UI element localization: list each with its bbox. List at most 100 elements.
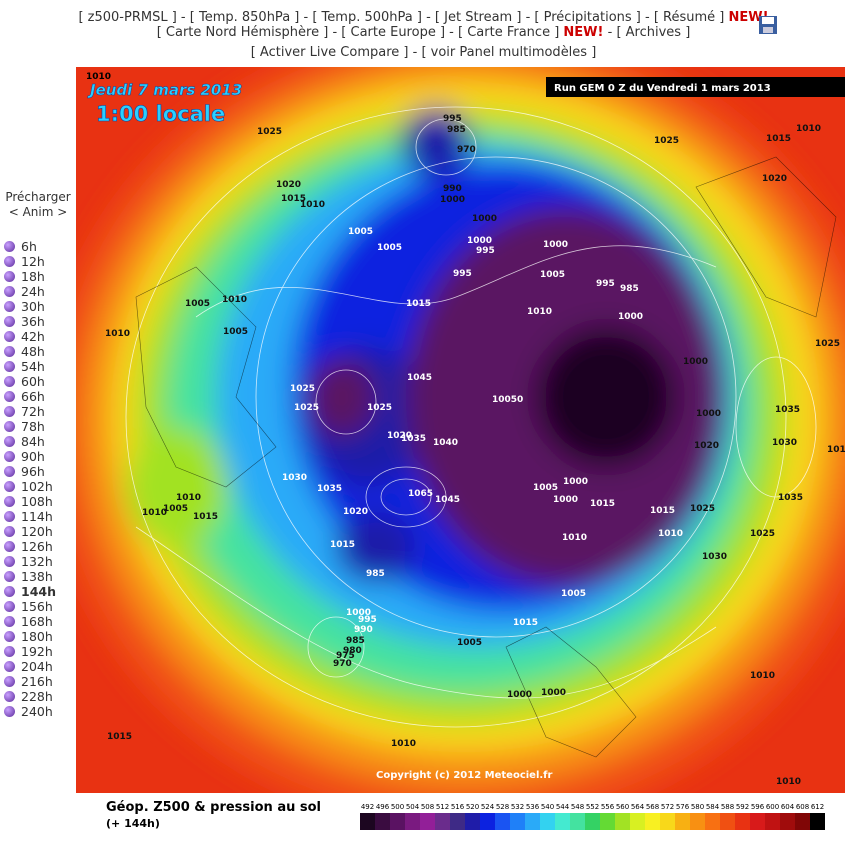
step-label: 60h [21, 374, 45, 389]
step[interactable]: 192h [0, 644, 76, 659]
anim[interactable]: < Anim > [8, 205, 68, 219]
nav-link[interactable]: [ Résumé ] [653, 10, 725, 25]
pressure-label: 1000 [507, 690, 532, 700]
step[interactable]: 90h [0, 449, 76, 464]
map-time: 1:00 locale [96, 102, 225, 126]
step[interactable]: 156h [0, 599, 76, 614]
step[interactable]: 66h [0, 389, 76, 404]
step[interactable]: 48h [0, 344, 76, 359]
step[interactable]: 144h [0, 584, 76, 599]
pressure-label: 1020 [762, 174, 787, 184]
step[interactable]: 84h [0, 434, 76, 449]
preload: Précharger [5, 190, 71, 204]
step[interactable]: 12h [0, 254, 76, 269]
step-label: 120h [21, 524, 53, 539]
step-label: 204h [21, 659, 53, 674]
color-swatch [360, 813, 375, 830]
step[interactable]: 42h [0, 329, 76, 344]
nav-link[interactable]: [ voir Panel multimodèles ] [421, 45, 597, 60]
pressure-label: 995 [476, 246, 495, 256]
scale-label: 600 [766, 803, 779, 811]
step[interactable]: 54h [0, 359, 76, 374]
step[interactable]: 102h [0, 479, 76, 494]
step[interactable]: 72h [0, 404, 76, 419]
save-icon[interactable] [758, 15, 778, 35]
step[interactable]: 114h [0, 509, 76, 524]
step[interactable]: 30h [0, 299, 76, 314]
pressure-label: 1000 [683, 357, 708, 367]
step-bullet [4, 421, 15, 432]
step-bullet [4, 331, 15, 342]
step[interactable]: 60h [0, 374, 76, 389]
color-swatch [465, 813, 480, 830]
step-label: 138h [21, 569, 53, 584]
scale-label: 564 [631, 803, 645, 811]
step-bullet [4, 346, 15, 357]
step[interactable]: 138h [0, 569, 76, 584]
step[interactable]: 24h [0, 284, 76, 299]
pressure-label: 1025 [367, 403, 392, 413]
step[interactable]: 204h [0, 659, 76, 674]
step[interactable]: 132h [0, 554, 76, 569]
step[interactable]: 108h [0, 494, 76, 509]
nav-link[interactable]: [ Temp. 500hPa ] [312, 10, 422, 25]
sidebar: Précharger < Anim > 6h 12h 18h 24h 30h 36h 42h… [0, 190, 76, 719]
pressure-label: 1005 [185, 299, 210, 309]
pressure-label: 1010 [176, 493, 201, 503]
pressure-label: 970 [333, 659, 352, 669]
step[interactable]: 36h [0, 314, 76, 329]
pressure-label: 1015 [650, 506, 675, 516]
color-swatch [795, 813, 810, 830]
nav-link[interactable]: [ Carte France ] [458, 25, 560, 40]
pressure-label: 1020 [694, 441, 719, 451]
step[interactable]: 228h [0, 689, 76, 704]
step-bullet [4, 691, 15, 702]
scale-label: 588 [721, 803, 734, 811]
pressure-label: 1000 [696, 409, 721, 419]
nav-link[interactable]: [ Archives ] [616, 25, 691, 40]
step[interactable]: 180h [0, 629, 76, 644]
separator: - [332, 25, 338, 40]
pressure-label: 1000 [467, 236, 492, 246]
step-bullet [4, 406, 15, 417]
pressure-label: 1010 [658, 529, 683, 539]
pressure-label: 1005 [163, 504, 188, 514]
step[interactable]: 216h [0, 674, 76, 689]
scale-label: 496 [376, 803, 390, 811]
pressure-label: 1010 [796, 124, 821, 134]
pressure-label: 975 [336, 651, 355, 661]
step-label: 84h [21, 434, 45, 449]
scale-label: 580 [691, 803, 704, 811]
nav-link[interactable]: [ Activer Live Compare ] [250, 45, 409, 60]
step[interactable]: 18h [0, 269, 76, 284]
step[interactable]: 6h [0, 239, 76, 254]
separator: - [412, 45, 418, 60]
step[interactable]: 168h [0, 614, 76, 629]
step-label: 216h [21, 674, 53, 689]
color-swatch [480, 813, 495, 830]
nav-link[interactable]: [ Temp. 850hPa ] [189, 10, 300, 25]
nav-link[interactable]: [ z500-PRMSL ] [78, 10, 177, 25]
step-label: 240h [21, 704, 53, 719]
scale-label: 536 [526, 803, 540, 811]
pressure-label: 1065 [408, 489, 433, 499]
pressure-label: 1015 [590, 499, 615, 509]
pressure-label: 1005 [348, 227, 373, 237]
nav-link[interactable]: [ Carte Europe ] [341, 25, 446, 40]
scale-label: 500 [391, 803, 404, 811]
scale-label: 528 [496, 803, 509, 811]
step[interactable]: 96h [0, 464, 76, 479]
pressure-label: 1000 [472, 214, 497, 224]
nav-link[interactable]: [ Jet Stream ] [434, 10, 522, 25]
nav-link[interactable]: [ Carte Nord Hémisphère ] [156, 25, 329, 40]
step[interactable]: 78h [0, 419, 76, 434]
nav-link[interactable]: [ Précipitations ] [534, 10, 641, 25]
pressure-label: 1030 [772, 438, 797, 448]
pressure-label: 1000 [541, 688, 566, 698]
pressure-label: 985 [366, 569, 385, 579]
pressure-label: 1005 [223, 327, 248, 337]
step[interactable]: 120h [0, 524, 76, 539]
step[interactable]: 126h [0, 539, 76, 554]
step-bullet [4, 616, 15, 627]
step[interactable]: 240h [0, 704, 76, 719]
